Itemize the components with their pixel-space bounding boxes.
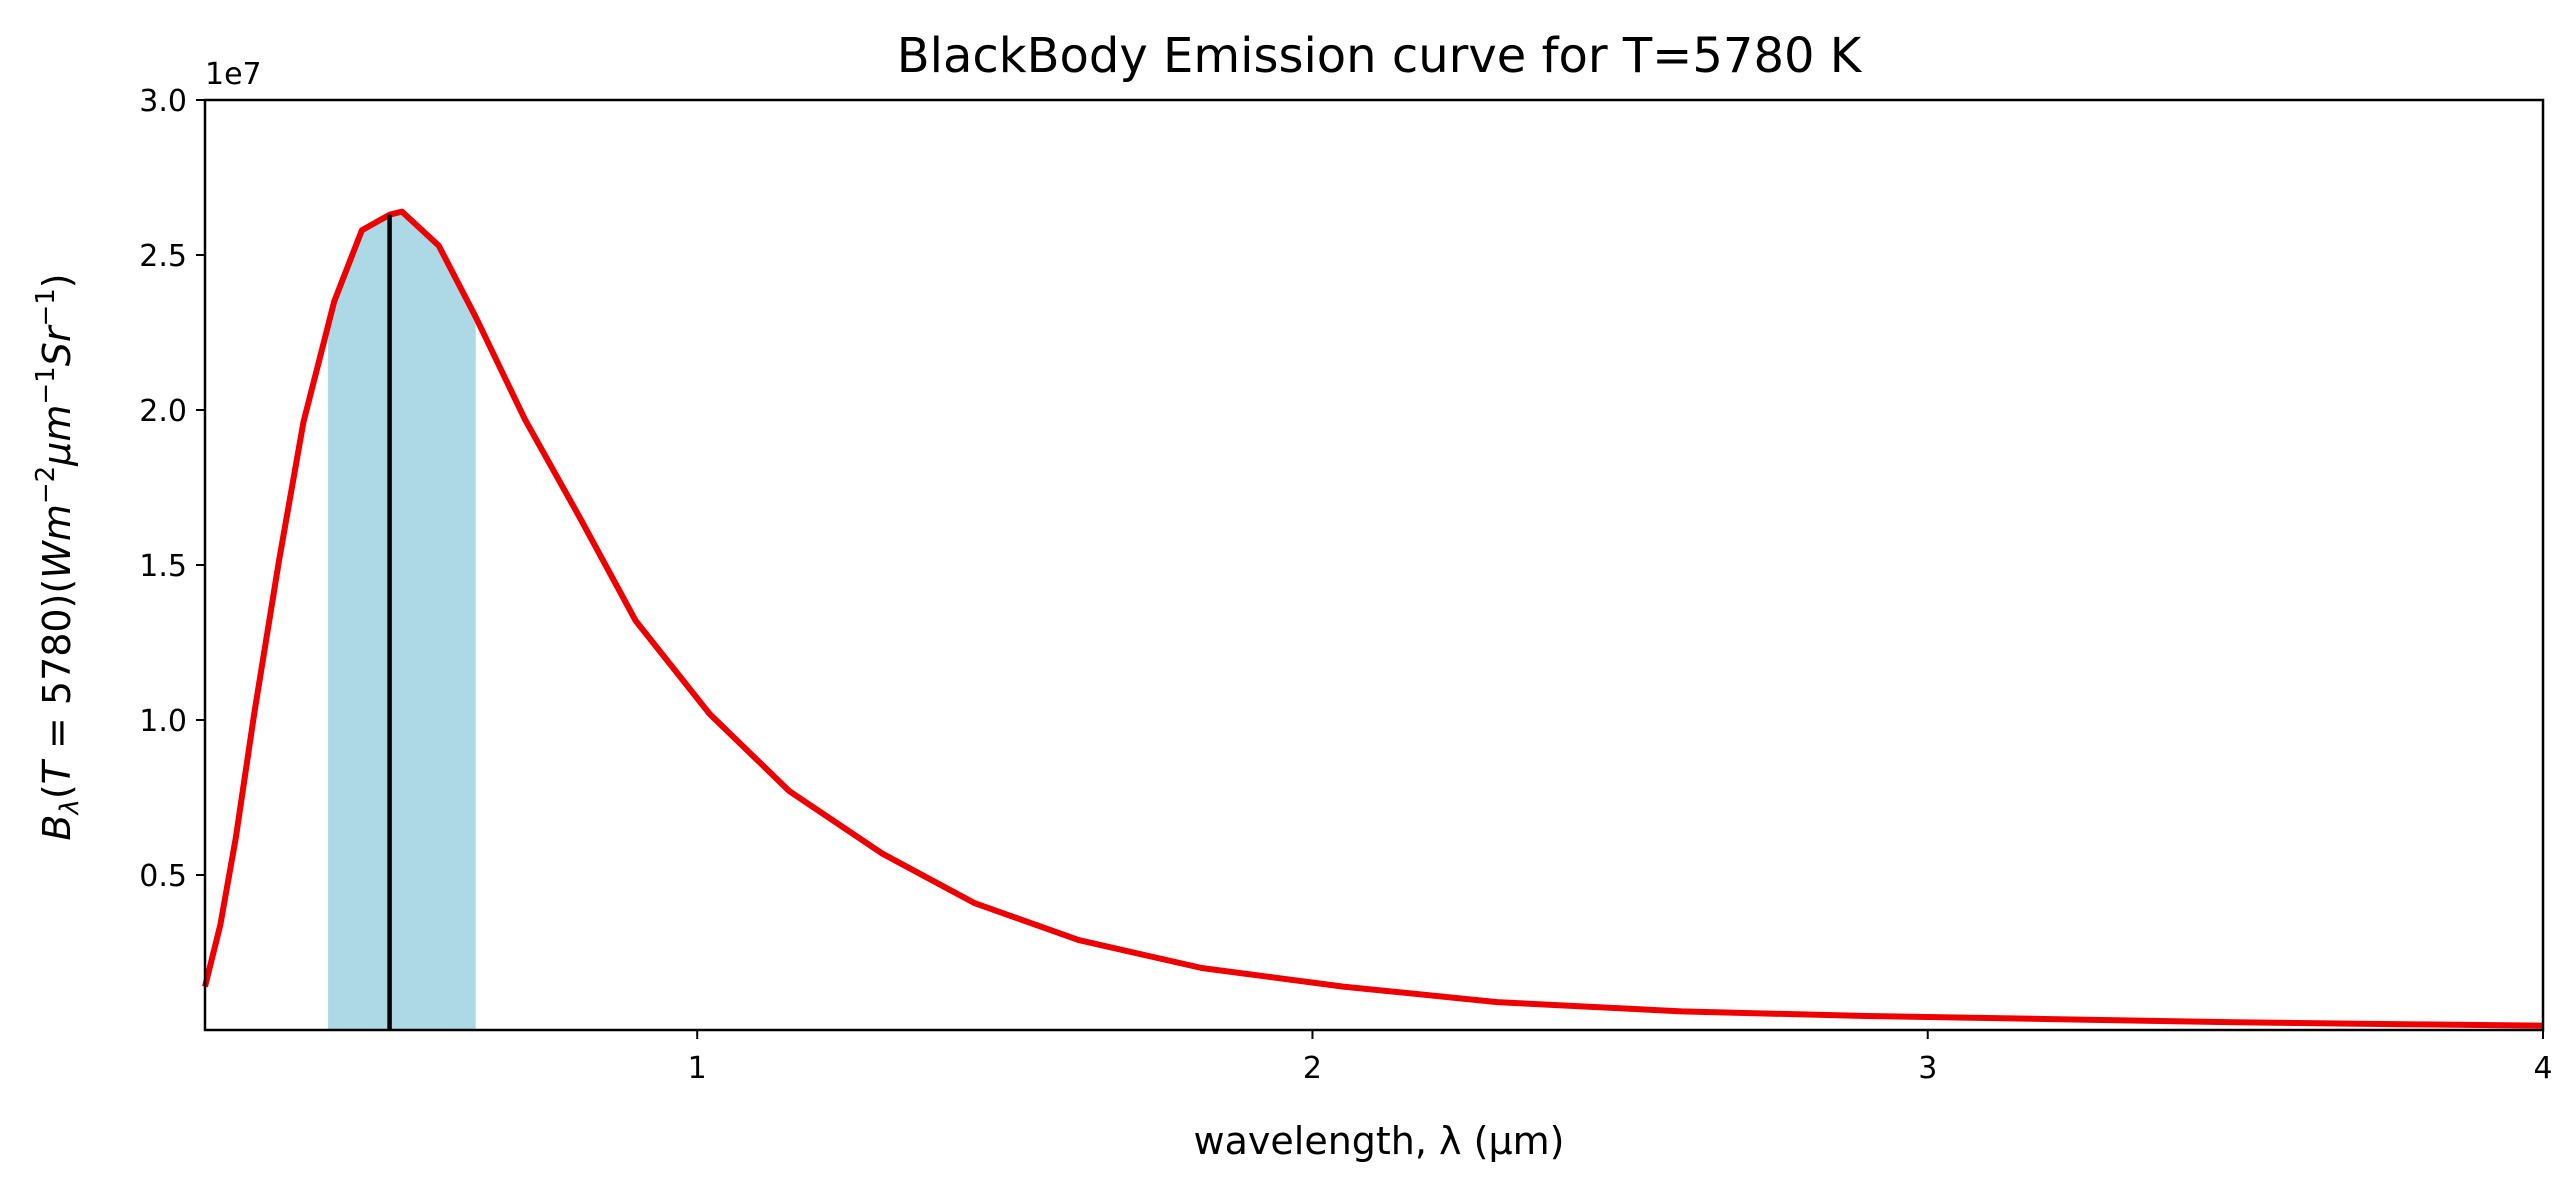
y-tick-label: 1.5 xyxy=(139,549,187,584)
x-tick-label: 4 xyxy=(2533,1051,2552,1086)
y-axis: 0.5 1.0 1.5 2.0 2.5 3.0 xyxy=(139,84,205,894)
y-offset-label: 1e7 xyxy=(205,57,262,92)
x-tick-label: 1 xyxy=(688,1051,707,1086)
y-tick-label: 3.0 xyxy=(139,84,187,119)
shaded-region-group xyxy=(328,211,476,1031)
plot-frame xyxy=(203,98,2545,1032)
emission-curve xyxy=(202,208,2544,1029)
y-tick-label: 0.5 xyxy=(139,859,187,894)
x-tick-label: 3 xyxy=(1918,1051,1937,1086)
curve-group xyxy=(202,208,2544,1029)
x-axis-label: wavelength, λ (μm) xyxy=(1194,1119,1565,1163)
shaded-band xyxy=(328,211,476,1031)
y-tick-label: 2.0 xyxy=(139,394,187,429)
y-tick-label: 1.0 xyxy=(139,704,187,739)
x-tick-label: 2 xyxy=(1303,1051,1322,1086)
x-axis: 1 2 3 4 xyxy=(688,1030,2553,1086)
chart-title: BlackBody Emission curve for T=5780 K xyxy=(897,28,1863,84)
y-axis-label: Bλ(T = 5780)(Wm−2μm−1Sr−1) xyxy=(31,273,85,840)
y-tick-label: 2.5 xyxy=(139,239,187,274)
